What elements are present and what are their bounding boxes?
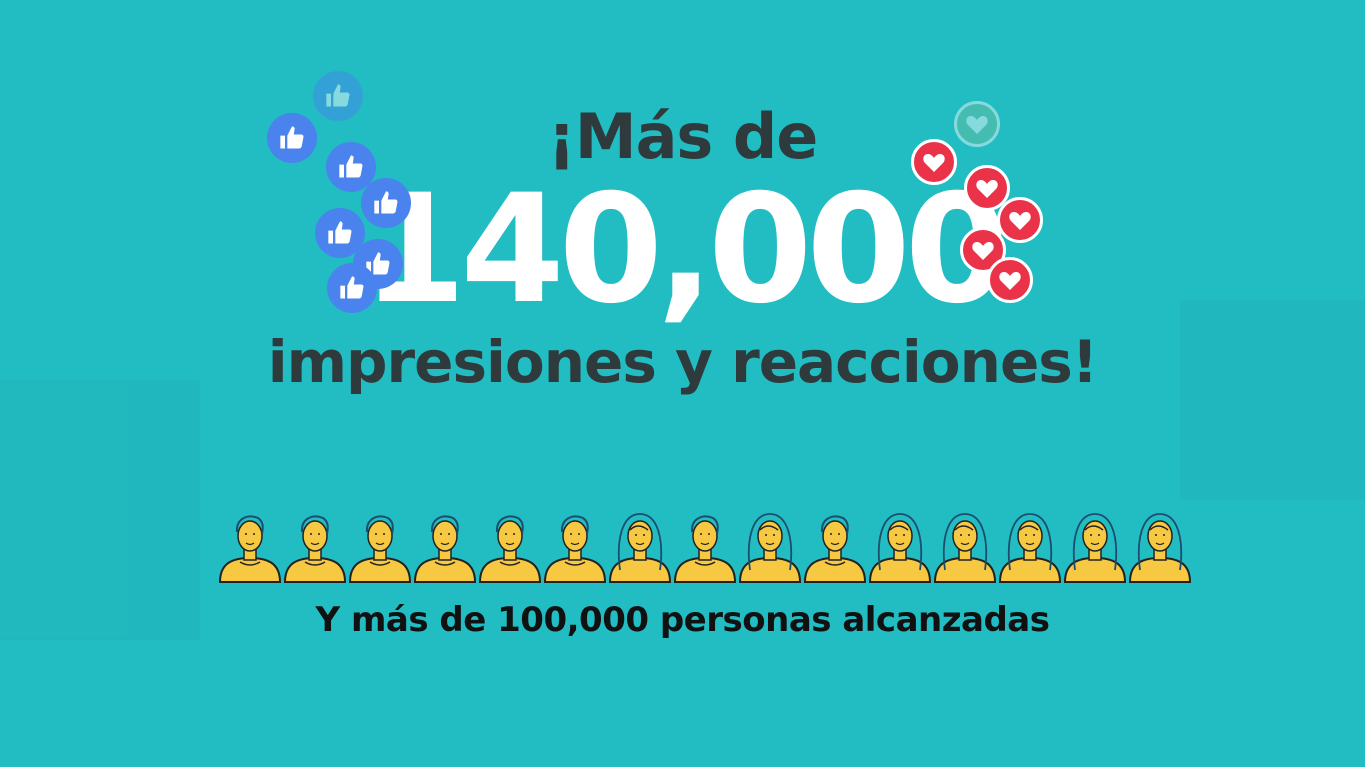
female-person-icon	[933, 510, 997, 586]
male-person-icon	[413, 510, 477, 586]
thumbs-up-icon	[326, 142, 376, 192]
thumbs-up-icon	[361, 178, 411, 228]
male-person-icon	[348, 510, 412, 586]
female-person-icon	[738, 510, 802, 586]
heart-icon	[954, 101, 1000, 147]
people-row	[218, 510, 1192, 586]
female-person-icon	[608, 510, 672, 586]
heart-icon	[911, 139, 957, 185]
male-person-icon	[478, 510, 542, 586]
female-person-icon	[1128, 510, 1192, 586]
headline-number: 140,000	[361, 163, 1009, 337]
headline-intro: ¡Más de	[547, 100, 819, 173]
reach-subtitle: Y más de 100,000 personas alcanzadas	[315, 600, 1050, 640]
thumbs-up-icon	[267, 113, 317, 163]
female-person-icon	[868, 510, 932, 586]
male-person-icon	[803, 510, 867, 586]
headline-caption: impresiones y reacciones!	[267, 328, 1099, 396]
male-person-icon	[673, 510, 737, 586]
female-person-icon	[1063, 510, 1127, 586]
female-person-icon	[998, 510, 1062, 586]
heart-icon	[997, 197, 1043, 243]
heart-icon	[987, 257, 1033, 303]
male-person-icon	[283, 510, 347, 586]
male-person-icon	[543, 510, 607, 586]
male-person-icon	[218, 510, 282, 586]
thumbs-up-icon	[313, 71, 363, 121]
thumbs-up-icon	[327, 263, 377, 313]
heart-icon	[960, 227, 1006, 273]
